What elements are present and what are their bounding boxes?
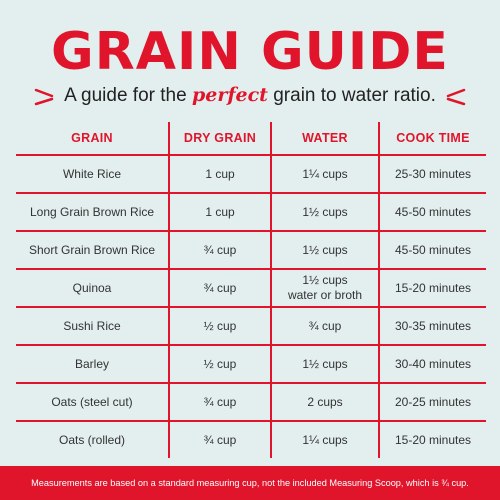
footer-note: Measurements are based on a standard mea… [0, 466, 500, 500]
cell-grain: Long Grain Brown Rice [16, 193, 169, 232]
table-row: Sushi Rice ½ cup ¾ cup 30-35 minutes [16, 307, 486, 346]
cell-dry-grain: ¾ cup [168, 421, 271, 458]
cell-water: 2 cups [270, 383, 379, 422]
cell-grain: Sushi Rice [16, 307, 169, 346]
subtitle-emphasis: perfect [191, 84, 268, 106]
cell-cook-time: 45-50 minutes [378, 231, 486, 270]
cell-dry-grain: ¾ cup [168, 231, 271, 270]
subtitle: A guide for the perfect grain to water r… [64, 80, 436, 111]
subtitle-before: A guide for the [64, 85, 192, 106]
table-header-row: GRAIN DRY GRAIN WATER COOK TIME [16, 122, 486, 156]
cell-grain: Barley [16, 345, 169, 384]
header-water: WATER [270, 122, 379, 156]
subtitle-row: A guide for the perfect grain to water r… [0, 80, 500, 112]
cell-water: 1½ cups [270, 345, 379, 384]
table-row: Quinoa ¾ cup 1½ cups water or broth 15-2… [16, 269, 486, 308]
cell-cook-time: 45-50 minutes [378, 193, 486, 232]
cell-grain: Quinoa [16, 269, 169, 308]
cell-cook-time: 25-30 minutes [378, 155, 486, 194]
cell-grain: White Rice [16, 155, 169, 194]
accent-dash-left-icon [32, 86, 60, 108]
cell-water: 1¼ cups [270, 155, 379, 194]
header-cook-time: COOK TIME [378, 122, 486, 156]
cell-water: 1½ cups water or broth [270, 269, 379, 308]
cell-water: 1½ cups [270, 231, 379, 270]
cell-grain: Oats (steel cut) [16, 383, 169, 422]
cell-dry-grain: ½ cup [168, 307, 271, 346]
cell-cook-time: 30-35 minutes [378, 307, 486, 346]
table-row: Oats (steel cut) ¾ cup 2 cups 20-25 minu… [16, 383, 486, 422]
accent-dash-right-icon [440, 86, 468, 108]
cell-dry-grain: 1 cup [168, 193, 271, 232]
cell-dry-grain: ½ cup [168, 345, 271, 384]
table-row: Long Grain Brown Rice 1 cup 1½ cups 45-5… [16, 193, 486, 232]
table-row: Oats (rolled) ¾ cup 1¼ cups 15-20 minute… [16, 421, 486, 458]
cell-grain: Oats (rolled) [58, 432, 126, 447]
cell-water: ¾ cup [270, 307, 379, 346]
cell-water: 1¼ cups [270, 421, 379, 458]
table-row: White Rice 1 cup 1¼ cups 25-30 minutes [16, 155, 486, 194]
cell-dry-grain: 1 cup [168, 155, 271, 194]
cell-grain: Short Grain Brown Rice [16, 231, 169, 270]
subtitle-after: grain to water ratio. [267, 85, 436, 106]
header-grain: GRAIN [16, 122, 169, 156]
table-row: Short Grain Brown Rice ¾ cup 1½ cups 45-… [16, 231, 486, 270]
grain-table-container: GRAIN DRY GRAIN WATER COOK TIME White Ri… [16, 122, 486, 458]
cell-dry-grain: ¾ cup [168, 383, 271, 422]
cell-cook-time: 15-20 minutes [378, 421, 486, 458]
table-row: Barley ½ cup 1½ cups 30-40 minutes [16, 345, 486, 384]
cell-dry-grain: ¾ cup [168, 269, 271, 308]
cell-water: 1½ cups [270, 193, 379, 232]
cell-cook-time: 15-20 minutes [378, 269, 486, 308]
cell-cook-time: 20-25 minutes [378, 383, 486, 422]
page-title: GRAIN GUIDE [51, 22, 449, 82]
grain-table: GRAIN DRY GRAIN WATER COOK TIME White Ri… [16, 122, 486, 458]
cell-cook-time: 30-40 minutes [378, 345, 486, 384]
header-dry-grain: DRY GRAIN [168, 122, 271, 156]
